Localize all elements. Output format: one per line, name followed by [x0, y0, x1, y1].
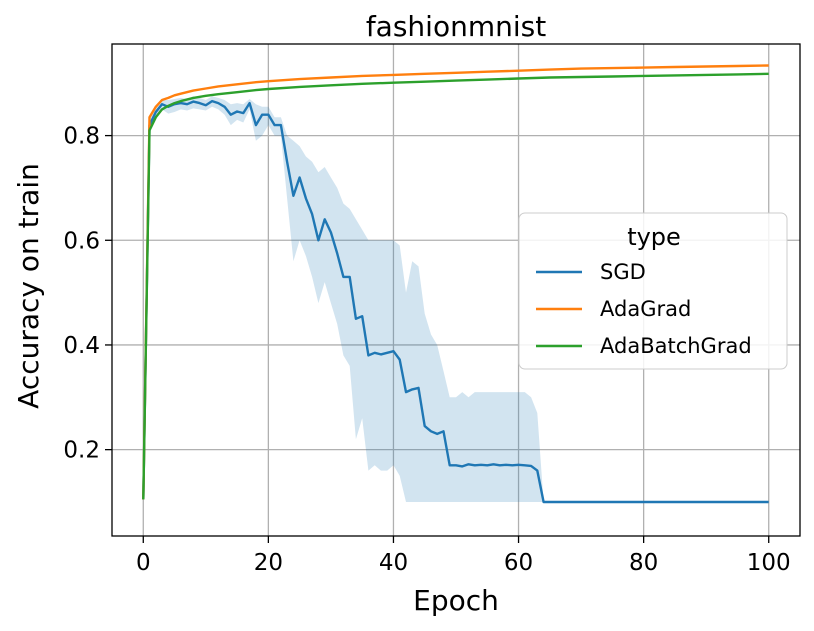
legend-label-sgd: SGD — [600, 260, 646, 284]
x-axis: 0 20 40 60 80 100 — [136, 536, 791, 576]
x-tick-label: 20 — [254, 550, 283, 576]
y-axis-label: Accuracy on train — [12, 163, 45, 409]
legend-box — [518, 212, 788, 370]
legend-title: type — [627, 223, 681, 251]
series-lines — [142, 64, 769, 504]
x-tick-label: 0 — [136, 550, 151, 576]
x-tick-label: 80 — [629, 550, 658, 576]
adagrad-line — [142, 64, 769, 500]
x-tick-label: 60 — [504, 550, 533, 576]
y-tick-label: 0.4 — [63, 333, 100, 359]
sgd-line — [142, 99, 769, 504]
confidence-bands — [143, 96, 769, 503]
plot-frame — [111, 43, 801, 537]
legend-label-adagrad: AdaGrad — [600, 297, 691, 321]
x-tick-label: 40 — [379, 550, 408, 576]
y-tick-label: 0.8 — [63, 124, 100, 150]
x-tick-label: 100 — [747, 550, 791, 576]
legend: type SGD AdaGrad AdaBatchGrad — [518, 212, 788, 370]
adabatchgrad-line — [142, 72, 769, 500]
y-axis: 0.2 0.4 0.6 0.8 — [63, 124, 112, 464]
legend-label-adabatchgrad: AdaBatchGrad — [600, 334, 752, 358]
y-tick-label: 0.6 — [63, 228, 100, 254]
x-axis-label: Epoch — [413, 584, 499, 617]
y-tick-label: 0.2 — [63, 438, 100, 464]
chart-title: fashionmnist — [366, 10, 546, 43]
sgd-confidence-band — [143, 96, 769, 503]
